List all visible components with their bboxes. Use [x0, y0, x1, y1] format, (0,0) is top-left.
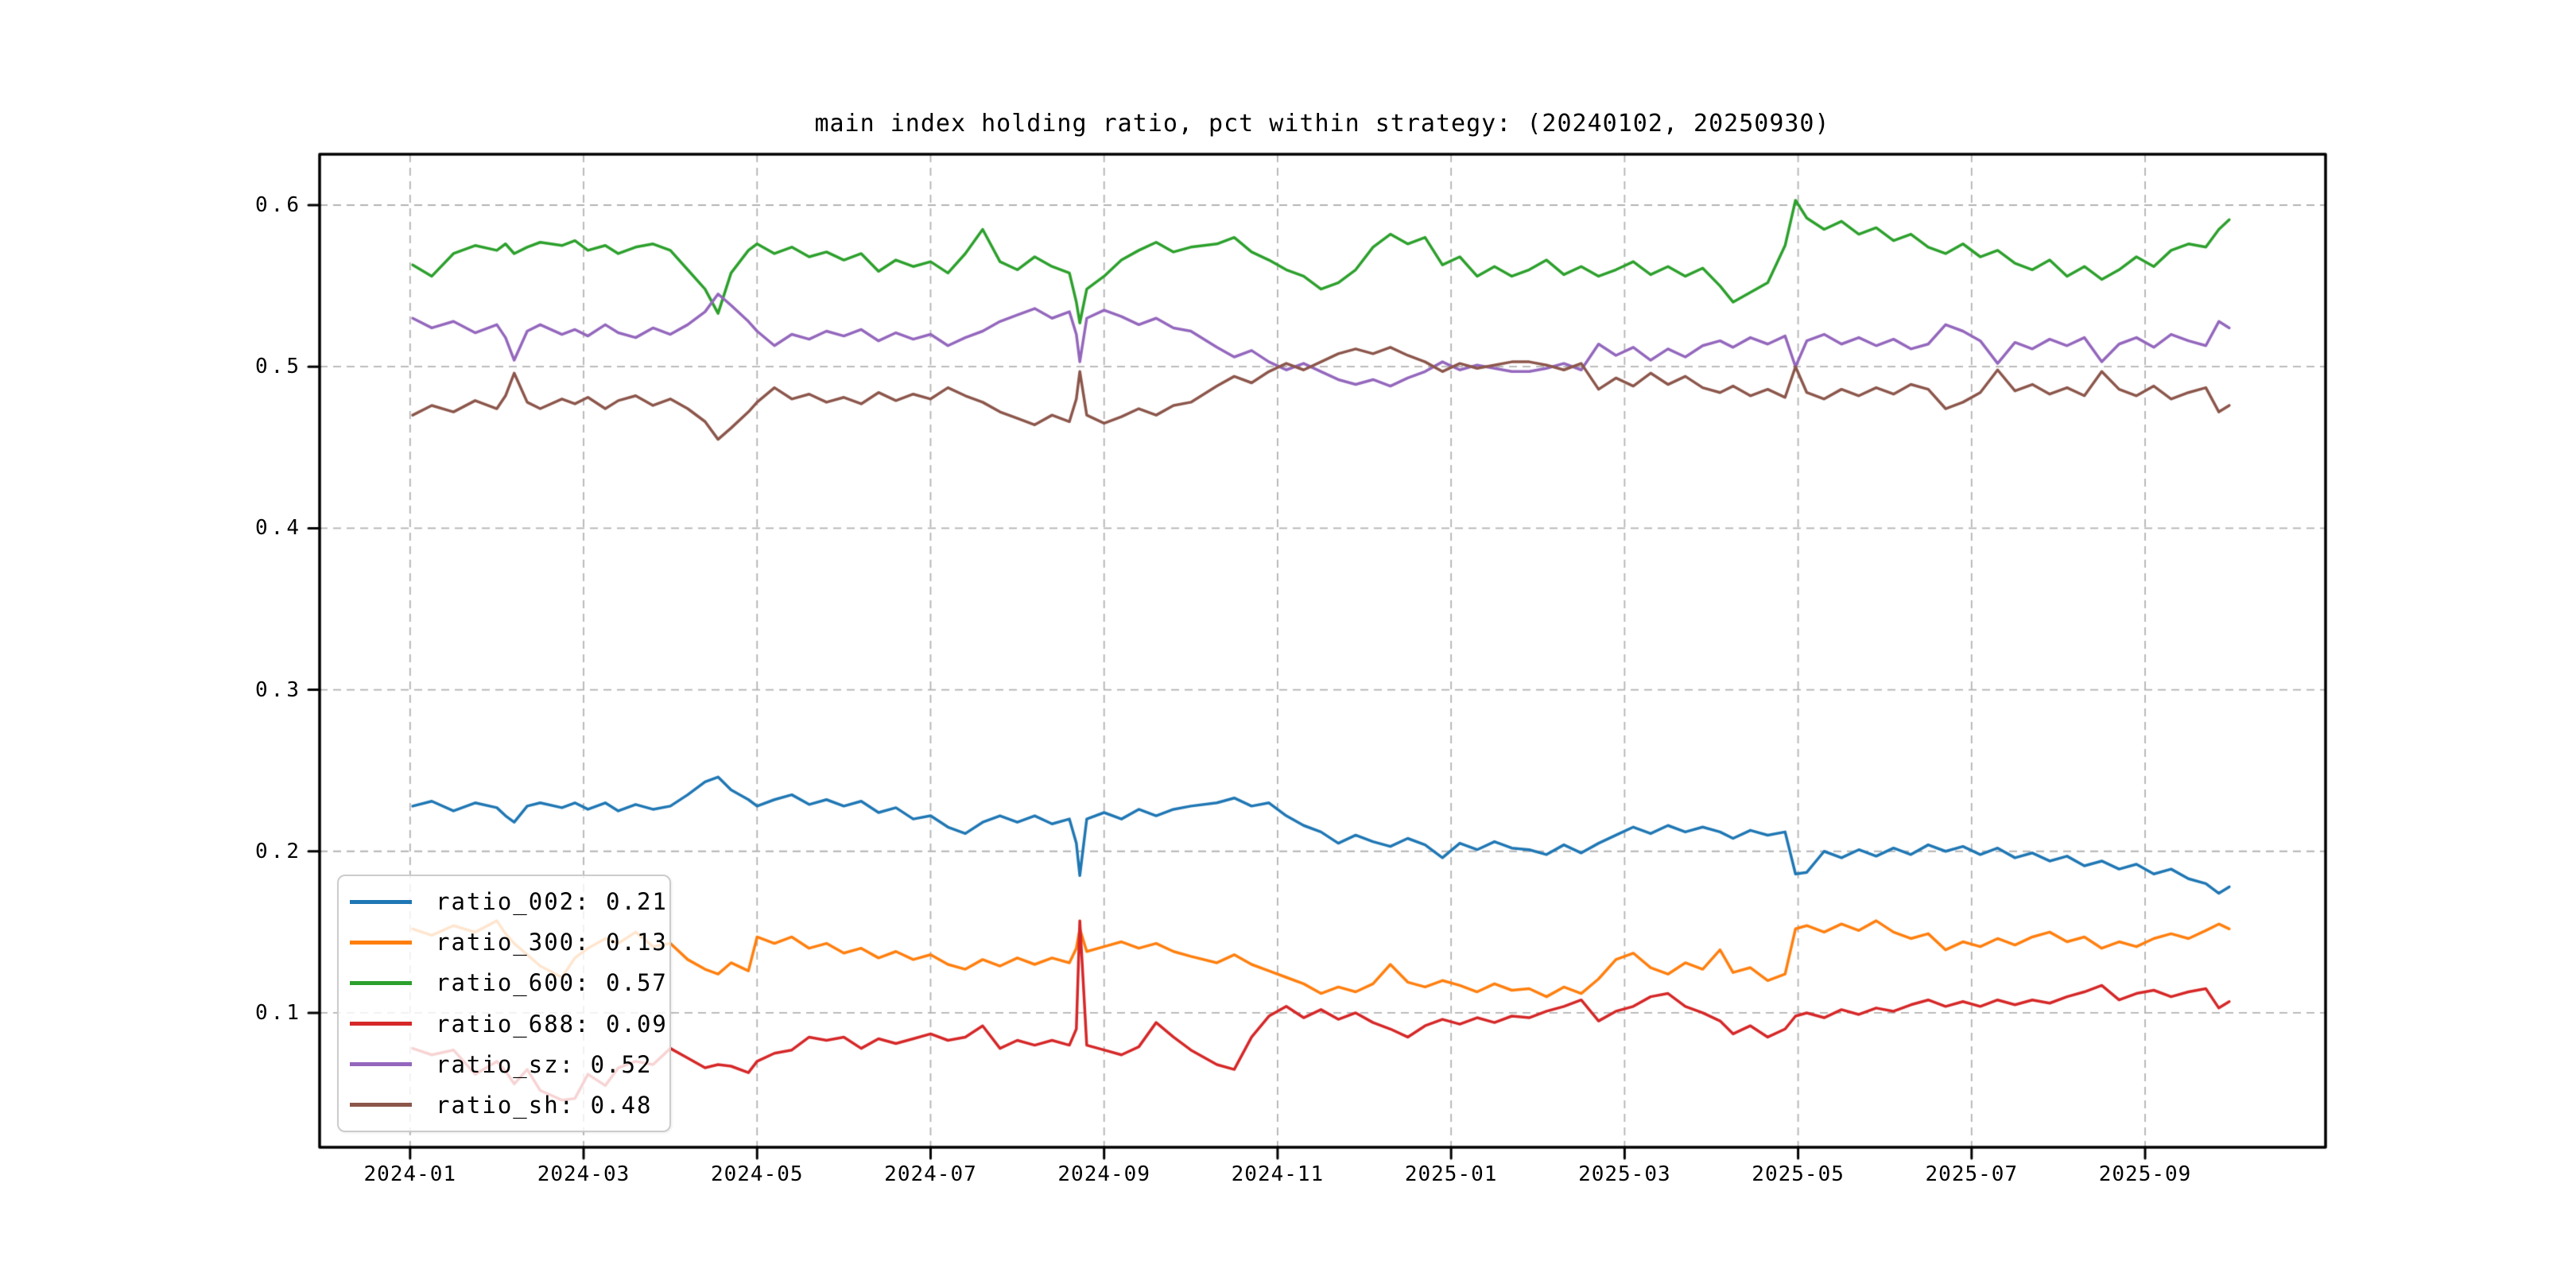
legend-item-ratio_sh: ratio_sh: 0.48: [339, 1085, 669, 1125]
legend-label-ratio_600: ratio_600: 0.57: [436, 969, 668, 997]
legend-item-ratio_002: ratio_002: 0.21: [339, 882, 669, 921]
legend-swatch-ratio_600: [350, 980, 412, 985]
legend-swatch-ratio_688: [350, 1022, 412, 1026]
x-tick-label-2024-07: 2024-07: [884, 1162, 977, 1186]
legend-item-ratio_688: ratio_688: 0.09: [339, 1004, 669, 1044]
legend-label-ratio_sh: ratio_sh: 0.48: [436, 1091, 653, 1119]
plot-title: main index holding ratio, pct within str…: [814, 110, 1830, 138]
y-tick-label-0.3: 0.3: [255, 677, 302, 702]
x-tick-label-2024-01: 2024-01: [363, 1162, 457, 1186]
legend-item-ratio_300: ratio_300: 0.13: [339, 922, 669, 962]
y-tick-label-0.5: 0.5: [255, 355, 302, 379]
legend-label-ratio_688: ratio_688: 0.09: [436, 1010, 668, 1038]
legend-label-ratio_sz: ratio_sz: 0.52: [436, 1050, 653, 1078]
legend-swatch-ratio_sz: [350, 1062, 412, 1067]
x-tick-label-2024-05: 2024-05: [710, 1162, 804, 1186]
legend-item-ratio_600: ratio_600: 0.57: [339, 963, 669, 1003]
y-tick-label-0.6: 0.6: [255, 193, 302, 217]
y-tick-label-0.1: 0.1: [255, 1000, 302, 1025]
x-tick-label-2024-09: 2024-09: [1057, 1162, 1150, 1186]
y-tick-label-0.4: 0.4: [255, 516, 302, 541]
legend-label-ratio_300: ratio_300: 0.13: [436, 929, 668, 956]
y-tick-label-0.2: 0.2: [255, 839, 302, 863]
x-tick-label-2025-05: 2025-05: [1752, 1162, 1845, 1186]
x-tick-label-2024-11: 2024-11: [1231, 1162, 1325, 1186]
x-tick-label-2024-03: 2024-03: [537, 1162, 630, 1186]
legend-item-ratio_sz: ratio_sz: 0.52: [339, 1045, 669, 1084]
x-tick-label-2025-09: 2025-09: [2098, 1162, 2192, 1186]
legend-swatch-ratio_sh: [350, 1103, 412, 1108]
legend-swatch-ratio_300: [350, 940, 412, 945]
x-tick-label-2025-01: 2025-01: [1404, 1162, 1498, 1186]
x-tick-label-2025-03: 2025-03: [1578, 1162, 1671, 1186]
legend-swatch-ratio_002: [350, 899, 412, 904]
legend: ratio_002: 0.21 ratio_300: 0.13 ratio_600:…: [337, 875, 671, 1132]
x-tick-label-2025-07: 2025-07: [1925, 1162, 2019, 1186]
legend-label-ratio_002: ratio_002: 0.21: [436, 888, 668, 916]
